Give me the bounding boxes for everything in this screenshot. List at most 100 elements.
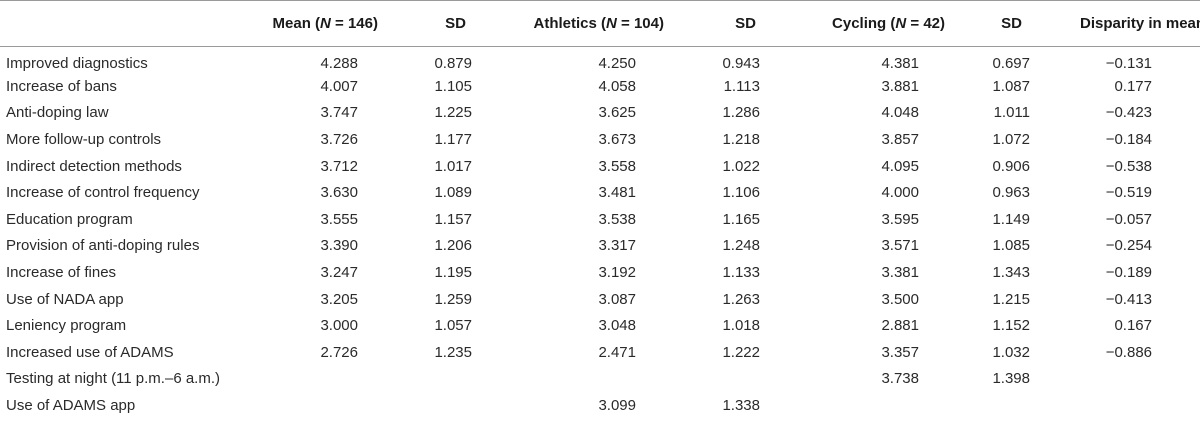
cell-cycling [810, 392, 975, 419]
row-label: Testing at night (11 p.m.–6 a.m.) [6, 370, 220, 388]
cell-mean: 4.007 [320, 77, 358, 95]
cell-sd-athletics [690, 366, 810, 393]
row-label: Anti-doping law [6, 104, 109, 122]
cell-disparity: 0.167 [1114, 317, 1152, 335]
table-row: More follow-up controls 3.726 1.177 3.673 1.… [0, 126, 1200, 153]
row-label: Increase of bans [6, 77, 117, 95]
cell-athletics: 3.481 [598, 184, 636, 202]
cell-sd-athletics: 1.248 [722, 237, 760, 255]
cell-sd-mean: 1.057 [434, 317, 472, 335]
cell-sd-athletics: 1.263 [722, 290, 760, 308]
table-row: Provision of anti-doping rules 3.390 1.206… [0, 233, 1200, 260]
cell-mean: 3.747 [320, 104, 358, 122]
cell-disparity: −0.423 [1105, 104, 1152, 122]
header-sd-1: SD [400, 0, 520, 47]
cell-cycling: 4.000 [881, 184, 919, 202]
cell-mean: 3.000 [320, 317, 358, 335]
cell-sd-mean: 1.177 [434, 131, 472, 149]
cell-sd-athletics: 1.165 [722, 210, 760, 228]
cell-sd-cycling: 0.963 [992, 184, 1030, 202]
cell-sd-cycling: 1.398 [992, 370, 1030, 388]
cell-athletics: 3.192 [598, 264, 636, 282]
row-label: Leniency program [6, 317, 127, 335]
cell-sd-mean: 1.105 [434, 77, 472, 95]
cell-cycling: 3.381 [881, 264, 919, 282]
header-disparity: Disparity in mean [1080, 0, 1200, 47]
cell-sd-cycling: 1.032 [992, 343, 1030, 361]
cell-athletics: 4.250 [598, 54, 636, 72]
table-row: Increased use of ADAMS 2.726 1.235 2.471 1.2… [0, 339, 1200, 366]
cell-sd-mean: 1.225 [434, 104, 472, 122]
cell-mean: 3.630 [320, 184, 358, 202]
cell-mean [250, 366, 400, 393]
cell-sd-cycling: 1.343 [992, 264, 1030, 282]
cell-disparity [1080, 366, 1200, 393]
cell-mean: 3.390 [320, 237, 358, 255]
cell-sd-cycling [975, 392, 1080, 419]
row-label: More follow-up controls [6, 131, 162, 149]
cell-athletics: 3.625 [598, 104, 636, 122]
cell-cycling: 3.595 [881, 210, 919, 228]
cell-sd-athletics: 1.218 [722, 131, 760, 149]
cell-mean: 3.247 [320, 264, 358, 282]
table-row: Improved diagnostics 4.288 0.879 4.250 0.943… [0, 47, 1200, 74]
row-label: Use of NADA app [6, 290, 124, 308]
cell-mean: 3.555 [320, 210, 358, 228]
cell-sd-athletics: 1.113 [723, 77, 760, 95]
table-row: Increase of bans 4.007 1.105 4.058 1.113 3.88… [0, 73, 1200, 100]
cell-mean: 3.712 [320, 157, 358, 175]
cell-disparity: −0.189 [1105, 264, 1152, 282]
cell-cycling: 3.357 [881, 343, 919, 361]
cell-cycling: 3.500 [881, 290, 919, 308]
header-sd-3: SD [975, 0, 1080, 47]
results-table: Mean (N = 146) SD Athletics (N = 104) SD… [0, 0, 1200, 419]
cell-cycling: 4.381 [881, 54, 919, 72]
cell-athletics: 3.317 [598, 237, 636, 255]
cell-sd-cycling: 1.215 [992, 290, 1030, 308]
cell-sd-cycling: 1.149 [992, 210, 1030, 228]
cell-sd-cycling: 1.087 [992, 77, 1030, 95]
cell-sd-cycling: 0.697 [992, 54, 1030, 72]
table-row: Use of ADAMS app 3.099 1.338 [0, 392, 1200, 419]
cell-athletics: 3.558 [598, 157, 636, 175]
cell-sd-athletics: 1.018 [722, 317, 760, 335]
cell-sd-mean: 1.206 [434, 237, 472, 255]
cell-sd-mean [400, 366, 520, 393]
header-athletics: Athletics (N = 104) [520, 0, 690, 47]
cell-sd-mean: 1.259 [434, 290, 472, 308]
header-row: Mean (N = 146) SD Athletics (N = 104) SD… [0, 0, 1200, 47]
row-label: Increase of control frequency [6, 184, 200, 202]
cell-sd-athletics: 1.022 [722, 157, 760, 175]
header-cycling: Cycling (N = 42) [810, 0, 975, 47]
row-label: Provision of anti-doping rules [6, 237, 200, 255]
cell-sd-cycling: 1.072 [992, 131, 1030, 149]
cell-sd-athletics: 1.286 [722, 104, 760, 122]
cell-athletics [520, 366, 690, 393]
row-label: Improved diagnostics [6, 54, 148, 72]
cell-cycling: 3.738 [881, 370, 919, 388]
cell-disparity: −0.519 [1105, 184, 1152, 202]
cell-sd-mean: 1.017 [434, 157, 472, 175]
cell-sd-mean: 1.235 [434, 343, 472, 361]
header-sd-2: SD [690, 0, 810, 47]
cell-athletics: 3.087 [598, 290, 636, 308]
cell-cycling: 3.881 [881, 77, 919, 95]
cell-sd-cycling: 1.152 [992, 317, 1030, 335]
cell-sd-mean: 0.879 [434, 54, 472, 72]
cell-disparity: −0.886 [1105, 343, 1152, 361]
cell-disparity: 0.177 [1114, 77, 1152, 95]
cell-sd-mean: 1.157 [434, 210, 472, 228]
table-row: Increase of control frequency 3.630 1.089 3… [0, 179, 1200, 206]
cell-cycling: 2.881 [881, 317, 919, 335]
cell-mean: 3.205 [320, 290, 358, 308]
table-body: Improved diagnostics 4.288 0.879 4.250 0.943… [0, 47, 1200, 419]
cell-sd-athletics: 1.338 [722, 397, 760, 415]
cell-mean: 2.726 [320, 343, 358, 361]
cell-sd-cycling: 0.906 [992, 157, 1030, 175]
cell-cycling: 4.048 [881, 104, 919, 122]
cell-athletics: 2.471 [598, 343, 636, 361]
cell-sd-mean: 1.195 [434, 264, 472, 282]
row-label: Education program [6, 210, 133, 228]
cell-sd-athletics: 1.222 [722, 343, 760, 361]
cell-disparity: −0.538 [1105, 157, 1152, 175]
